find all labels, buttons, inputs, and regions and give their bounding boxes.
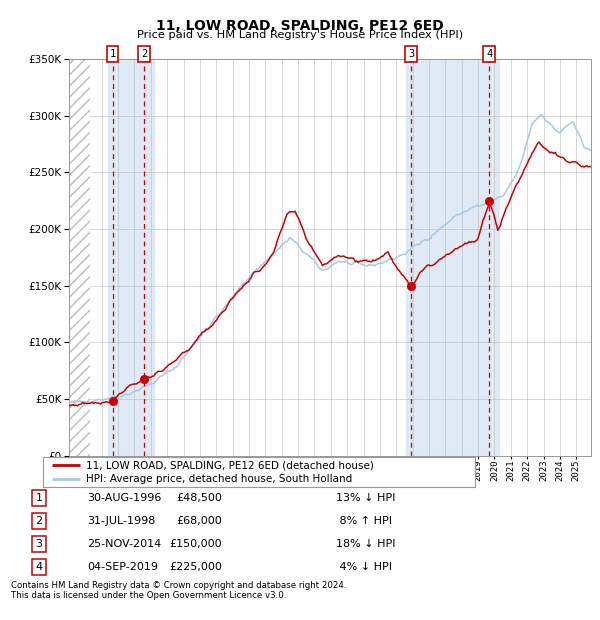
Text: 4% ↓ HPI: 4% ↓ HPI — [336, 562, 392, 572]
Text: Price paid vs. HM Land Registry's House Price Index (HPI): Price paid vs. HM Land Registry's House … — [137, 30, 463, 40]
Text: 1: 1 — [109, 49, 116, 59]
Text: This data is licensed under the Open Government Licence v3.0.: This data is licensed under the Open Gov… — [11, 591, 286, 600]
Text: 11, LOW ROAD, SPALDING, PE12 6ED (detached house): 11, LOW ROAD, SPALDING, PE12 6ED (detach… — [86, 460, 374, 471]
Text: £68,000: £68,000 — [176, 516, 222, 526]
Text: 2: 2 — [35, 516, 43, 526]
Text: HPI: Average price, detached house, South Holland: HPI: Average price, detached house, Sout… — [86, 474, 353, 484]
Text: 4: 4 — [35, 562, 43, 572]
Bar — [406, 59, 499, 456]
Text: £150,000: £150,000 — [169, 539, 222, 549]
Text: 13% ↓ HPI: 13% ↓ HPI — [336, 493, 395, 503]
Text: 30-AUG-1996: 30-AUG-1996 — [87, 493, 161, 503]
Text: 4: 4 — [486, 49, 492, 59]
Text: 25-NOV-2014: 25-NOV-2014 — [87, 539, 161, 549]
Text: 04-SEP-2019: 04-SEP-2019 — [87, 562, 158, 572]
Text: £225,000: £225,000 — [169, 562, 222, 572]
Text: £48,500: £48,500 — [176, 493, 222, 503]
Text: 18% ↓ HPI: 18% ↓ HPI — [336, 539, 395, 549]
Text: 11, LOW ROAD, SPALDING, PE12 6ED: 11, LOW ROAD, SPALDING, PE12 6ED — [156, 19, 444, 33]
Text: 3: 3 — [408, 49, 414, 59]
Bar — [69, 59, 90, 456]
Bar — [108, 59, 154, 456]
Text: 2: 2 — [141, 49, 147, 59]
Text: Contains HM Land Registry data © Crown copyright and database right 2024.: Contains HM Land Registry data © Crown c… — [11, 581, 346, 590]
Text: 31-JUL-1998: 31-JUL-1998 — [87, 516, 155, 526]
Text: 1: 1 — [35, 493, 43, 503]
Text: 8% ↑ HPI: 8% ↑ HPI — [336, 516, 392, 526]
Text: 3: 3 — [35, 539, 43, 549]
